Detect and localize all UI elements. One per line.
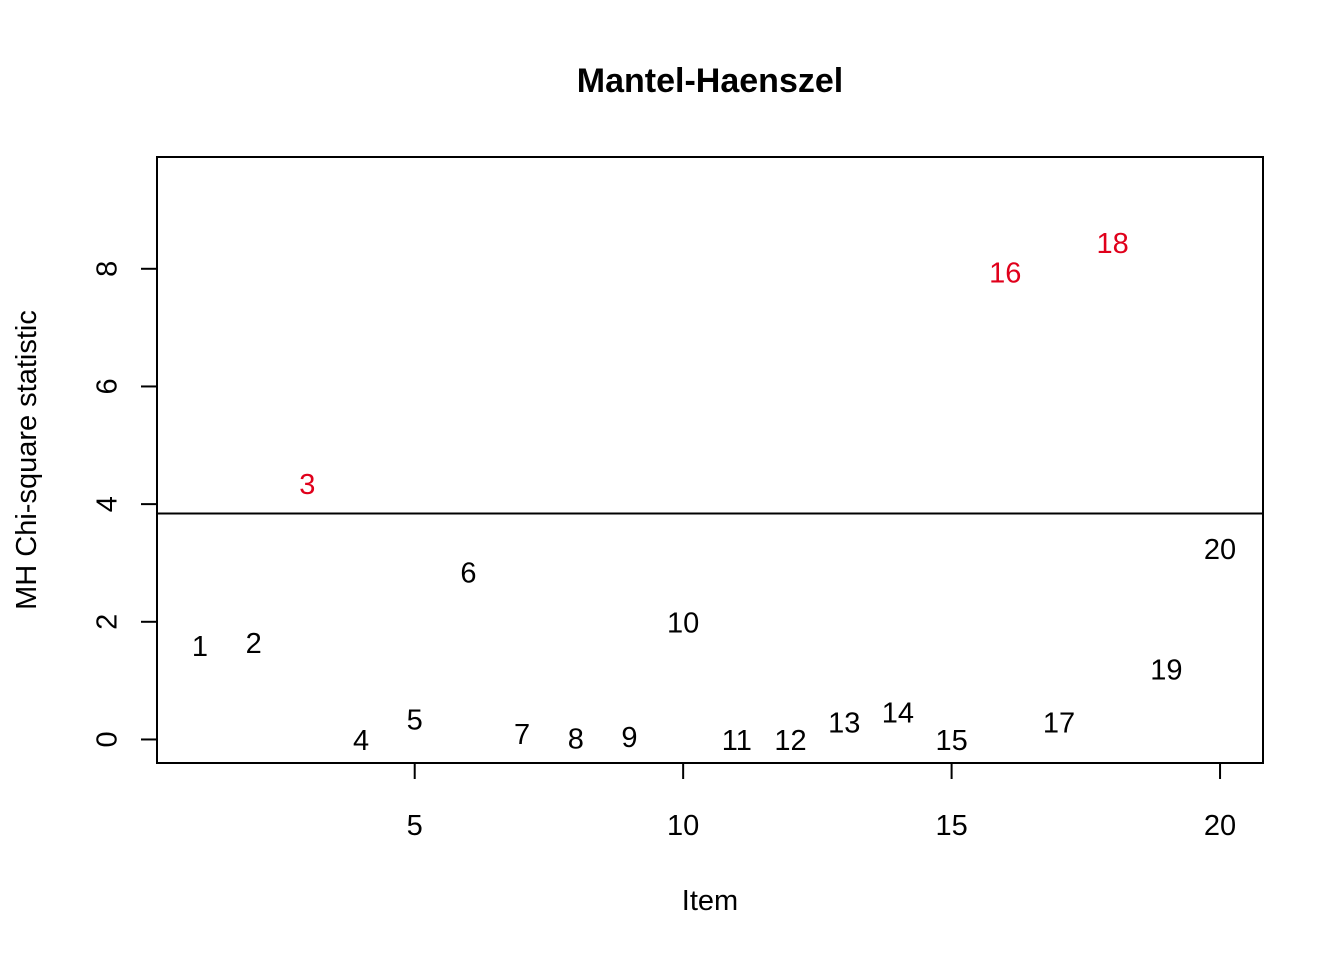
point-label: 5 (407, 704, 423, 736)
point-label: 9 (621, 722, 637, 754)
x-tick-label: 15 (935, 810, 967, 842)
point-label: 14 (882, 697, 914, 729)
point-label: 11 (722, 725, 752, 757)
y-axis-label: MH Chi-square statistic (11, 310, 43, 610)
y-tick-label: 8 (92, 261, 124, 277)
point-label: 18 (1097, 228, 1129, 260)
x-axis-label: Item (682, 885, 738, 917)
point-label: 17 (1043, 707, 1075, 739)
point-label: 6 (460, 557, 476, 589)
point-label: 4 (353, 725, 369, 757)
chart-title: Mantel-Haenszel (577, 62, 843, 100)
y-axis: 0 2 4 6 8 (92, 261, 157, 748)
y-tick-label: 0 (92, 731, 124, 747)
point-label: 1 (192, 631, 208, 663)
point-label: 19 (1150, 654, 1182, 686)
x-tick-label: 10 (667, 810, 699, 842)
point-label: 7 (514, 719, 530, 751)
x-tick-label: 5 (407, 810, 423, 842)
point-label: 20 (1204, 534, 1236, 566)
y-tick-label: 4 (92, 496, 124, 512)
point-label: 13 (828, 707, 860, 739)
point-label: 10 (667, 607, 699, 639)
y-tick-label: 2 (92, 614, 124, 630)
point-label: 15 (935, 725, 967, 757)
x-tick-label: 20 (1204, 810, 1236, 842)
plot-frame (156, 156, 1264, 764)
point-label: 8 (568, 723, 584, 755)
y-tick-label: 6 (92, 378, 124, 394)
point-label: 16 (989, 257, 1021, 289)
point-label: 3 (299, 469, 315, 501)
point-label: 12 (774, 725, 806, 757)
x-axis: 5 10 15 20 (407, 763, 1236, 842)
point-label: 2 (246, 628, 262, 660)
